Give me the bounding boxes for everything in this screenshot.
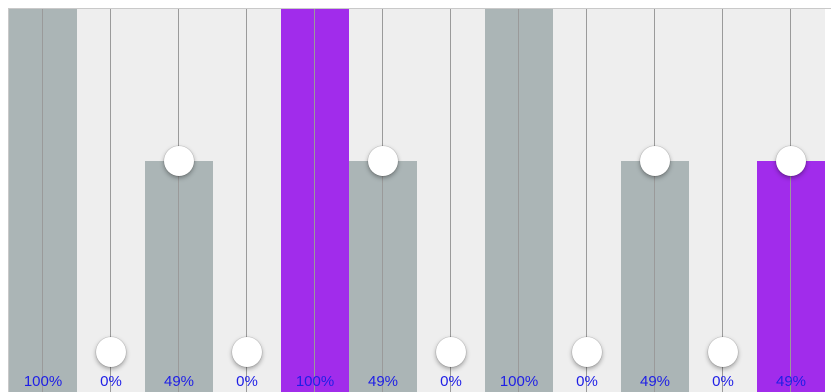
vertical-slider[interactable]: 0%	[213, 9, 281, 392]
slider-fill	[281, 9, 349, 392]
slider-fill	[349, 161, 417, 392]
slider-value-label: 100%	[295, 373, 335, 390]
vertical-slider[interactable]: 49%	[621, 9, 689, 392]
vertical-slider-group: 100% 0% 49% 0% 100% 49% 0% 100% 0% 49% 0% 49%	[8, 8, 831, 392]
vertical-slider[interactable]: 100%	[485, 9, 553, 392]
slider-value-label: 49%	[639, 373, 671, 390]
slider-value-label: 49%	[775, 373, 807, 390]
slider-thumb[interactable]	[640, 146, 670, 176]
vertical-slider[interactable]: 0%	[553, 9, 621, 392]
slider-value-label: 49%	[367, 373, 399, 390]
slider-track	[518, 9, 519, 392]
slider-thumb[interactable]	[96, 337, 126, 367]
slider-track	[246, 9, 247, 392]
slider-thumb[interactable]	[572, 337, 602, 367]
vertical-slider[interactable]: 49%	[349, 9, 417, 392]
slider-track	[450, 9, 451, 392]
slider-fill	[145, 161, 213, 392]
slider-value-label: 0%	[236, 373, 258, 390]
vertical-slider[interactable]: 49%	[757, 9, 825, 392]
slider-fill	[757, 161, 825, 392]
slider-value-label: 0%	[576, 373, 598, 390]
slider-track	[382, 9, 383, 392]
slider-track	[654, 9, 655, 392]
vertical-slider[interactable]: 100%	[9, 9, 77, 392]
slider-track	[110, 9, 111, 392]
slider-thumb[interactable]	[164, 146, 194, 176]
vertical-slider[interactable]: 100%	[281, 9, 349, 392]
slider-track	[586, 9, 587, 392]
vertical-slider[interactable]: 0%	[77, 9, 145, 392]
slider-thumb[interactable]	[368, 146, 398, 176]
slider-value-label: 0%	[712, 373, 734, 390]
slider-thumb[interactable]	[708, 337, 738, 367]
slider-fill	[485, 9, 553, 392]
slider-track	[178, 9, 179, 392]
slider-track	[42, 9, 43, 392]
slider-thumb[interactable]	[776, 146, 806, 176]
slider-track	[790, 9, 791, 392]
slider-fill	[621, 161, 689, 392]
slider-value-label: 49%	[163, 373, 195, 390]
slider-value-label: 100%	[23, 373, 63, 390]
slider-fill	[9, 9, 77, 392]
vertical-slider[interactable]: 49%	[145, 9, 213, 392]
slider-value-label: 0%	[100, 373, 122, 390]
slider-value-label: 100%	[499, 373, 539, 390]
slider-thumb[interactable]	[436, 337, 466, 367]
slider-value-label: 0%	[440, 373, 462, 390]
slider-track	[722, 9, 723, 392]
vertical-slider[interactable]: 0%	[689, 9, 757, 392]
slider-track	[314, 9, 315, 392]
vertical-slider[interactable]: 0%	[417, 9, 485, 392]
slider-thumb[interactable]	[232, 337, 262, 367]
